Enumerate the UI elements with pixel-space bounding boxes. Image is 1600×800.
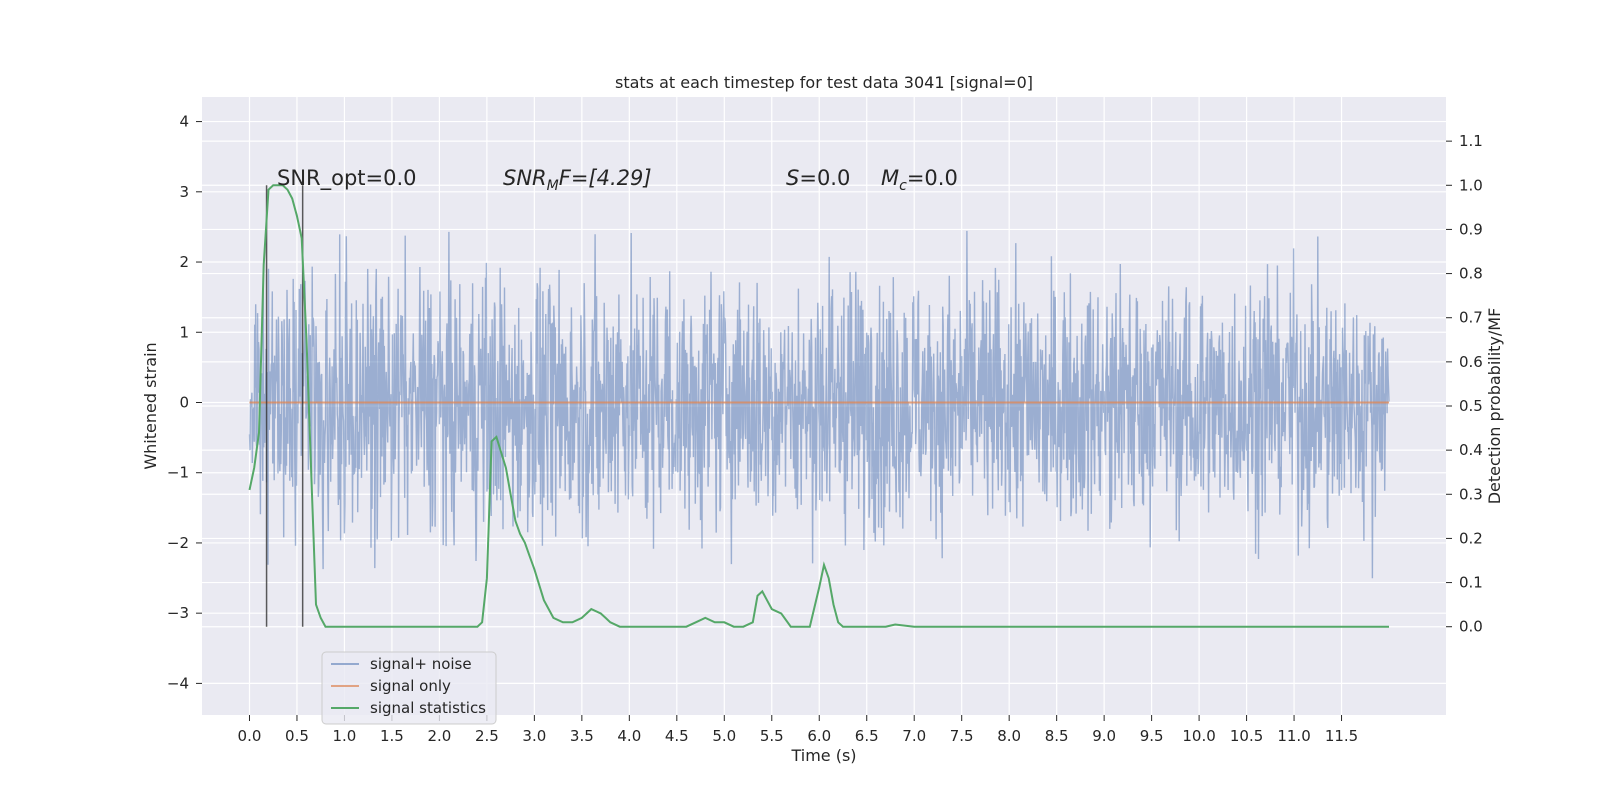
annotation-snr-mf-base: SNR [503,166,547,190]
legend-label-signal-noise: signal+ noise [370,655,472,673]
x-tick-label: 5.5 [760,727,784,745]
annotations: SNR_opt=0.0 SNRMF=[4.29] S=0.0 Mc=0.0 [277,166,958,194]
chart-title: stats at each timestep for test data 304… [615,73,1033,92]
y-axis-label: Whitened strain [141,342,160,469]
y2-tick-label: 0.0 [1459,618,1483,636]
y-axis-ticks: 4 3 2 1 0 −1 −2 −3 −4 [167,113,202,692]
x-tick-label: 3.0 [522,727,546,745]
x-tick-label: 6.0 [807,727,831,745]
x-tick-label: 1.0 [333,727,357,745]
annotation-mc-base: M [881,166,899,190]
y-tick-label: −3 [167,604,189,622]
y2-tick-label: 0.3 [1459,485,1483,503]
x-tick-label: 4.0 [617,727,641,745]
y-tick-label: 3 [179,183,189,201]
x-tick-label: 2.5 [475,727,499,745]
legend-label-signal-statistics: signal statistics [370,699,486,717]
x-tick-label: 1.5 [380,727,404,745]
y-tick-label: 4 [179,113,189,131]
x-tick-label: 11.0 [1277,727,1310,745]
annotation-snr-mf: SNRMF=[4.29] [503,166,652,194]
y2-axis-ticks: 1.1 1.0 0.9 0.8 0.7 0.6 0.5 0.4 0.3 0.2 0.1 0.0 [1446,132,1483,636]
annotation-s-base: S [786,166,799,190]
annotation-snr-opt: SNR_opt=0.0 [277,166,417,191]
annotation-snr-mf-rest: F=[4.29] [559,166,652,190]
annotation-mc-sub: c [899,178,907,194]
y2-tick-label: 1.1 [1459,132,1483,150]
annotation-s-rest: =0.0 [799,166,850,190]
x-tick-label: 9.5 [1140,727,1164,745]
y-tick-label: 1 [179,323,189,341]
annotation-mc-rest: =0.0 [907,166,958,190]
y2-tick-label: 0.4 [1459,441,1483,459]
y2-tick-label: 0.5 [1459,397,1483,415]
y2-tick-label: 0.7 [1459,309,1483,327]
y-tick-label: 0 [179,393,189,411]
y-tick-label: 2 [179,253,189,271]
series-signal-statistics [248,184,1389,628]
x-tick-label: 11.5 [1325,727,1358,745]
x-tick-label: 10.0 [1182,727,1215,745]
annotation-s: S=0.0 [786,166,850,190]
x-tick-label: 5.0 [712,727,736,745]
legend-box [321,651,497,725]
signal-noise-line [248,230,1390,579]
annotation-mc: Mc=0.0 [881,166,958,194]
y2-tick-label: 0.9 [1459,220,1483,238]
y2-tick-label: 1.0 [1459,176,1483,194]
x-tick-label: 8.5 [1045,727,1069,745]
x-tick-label: 3.5 [570,727,594,745]
y-tick-label: −1 [167,464,189,482]
y-tick-label: −4 [167,674,189,692]
x-tick-label: 0.5 [285,727,309,745]
series-signal-noise [248,230,1390,579]
x-tick-label: 2.0 [427,727,451,745]
y-tick-label: −2 [167,534,189,552]
signal-statistics-line [248,184,1389,628]
x-tick-label: 7.0 [902,727,926,745]
x-tick-label: 4.5 [665,727,689,745]
x-tick-label: 7.5 [950,727,974,745]
y2-tick-label: 0.8 [1459,265,1483,283]
legend-label-signal-only: signal only [370,677,451,695]
annotation-snr-mf-sub: M [547,178,559,194]
y2-tick-label: 0.1 [1459,574,1483,592]
y2-tick-label: 0.6 [1459,353,1483,371]
x-tick-label: 10.5 [1230,727,1263,745]
y2-tick-label: 0.2 [1459,529,1483,547]
legend: signal+ noise signal only signal statist… [321,651,497,725]
y2-axis-label: Detection probability/MF [1485,308,1504,505]
x-tick-label: 9.0 [1092,727,1116,745]
x-axis-label: Time (s) [790,746,856,765]
x-tick-label: 6.5 [855,727,879,745]
x-tick-label: 0.0 [238,727,262,745]
x-axis-ticks: 0.0 0.5 1.0 1.5 2.0 2.5 3.0 3.5 4.0 4.5 5.0 5.5 6.0 6… [238,715,1358,745]
x-tick-label: 8.0 [997,727,1021,745]
